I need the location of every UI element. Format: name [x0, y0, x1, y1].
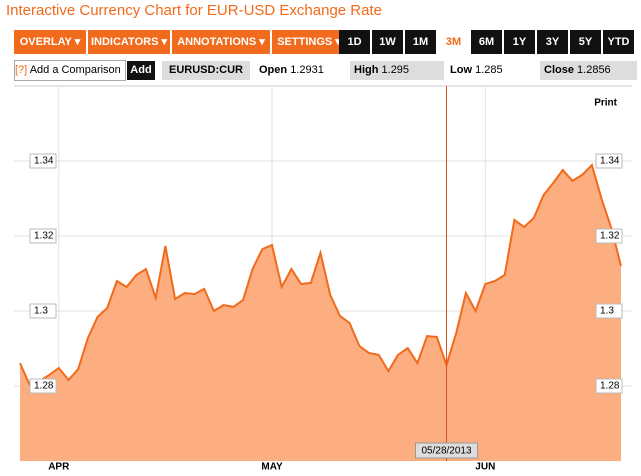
label: Low [450, 64, 472, 76]
range-button[interactable]: 1D [339, 30, 370, 54]
label: Open [259, 64, 288, 76]
range-button[interactable]: YTD [603, 30, 634, 54]
menu-button[interactable]: INDICATORS ▾ [88, 30, 170, 54]
x-tick-label: MAY [261, 462, 283, 473]
y-tick-box [29, 303, 57, 319]
high: High 1.295 [350, 61, 444, 80]
low: Low 1.285 [450, 61, 535, 80]
area [20, 165, 621, 461]
line [19, 163, 622, 387]
open: Open 1.2931 [259, 61, 344, 80]
y-tick-box [595, 153, 623, 169]
crosshair-box [415, 442, 479, 459]
y-tick-label: 1.34 [600, 156, 620, 167]
crosshair-label: 05/28/2013 [421, 446, 471, 457]
menu-button[interactable]: SETTINGS ▾ [272, 30, 346, 54]
value: 1.285 [475, 64, 503, 76]
help[interactable]: [?] [15, 64, 28, 76]
y-tick-box [595, 378, 623, 394]
y-tick-label: 1.28 [600, 381, 620, 392]
title: Interactive Currency Chart for EUR-USD E… [6, 2, 382, 19]
add-button[interactable]: Add [127, 61, 155, 80]
symbol: EURUSD:CUR [162, 61, 250, 80]
range-button[interactable]: 1Y [504, 30, 535, 54]
x-tick-label: JUN [475, 462, 495, 473]
y-tick-label: 1.3 [34, 306, 48, 317]
comparison-box[interactable]: [?] Add a Comparison [14, 60, 126, 81]
value: 1.2931 [290, 64, 324, 76]
x-tick-label: APR [48, 462, 70, 473]
label: High [354, 64, 379, 76]
menu-button[interactable]: OVERLAY ▾ [14, 30, 86, 54]
y-tick-box [29, 153, 57, 169]
value: 1.2856 [577, 64, 611, 76]
y-tick-label: 1.32 [600, 231, 620, 242]
range-button[interactable]: 1W [372, 30, 403, 54]
menu-button[interactable]: ANNOTATIONS ▾ [172, 30, 270, 54]
y-tick-label: 1.34 [34, 156, 54, 167]
range-button[interactable]: 1M [405, 30, 436, 54]
range-button[interactable]: 3M [438, 30, 469, 54]
y-tick-label: 1.32 [34, 231, 54, 242]
range-button[interactable]: 3Y [537, 30, 568, 54]
value: 1.295 [381, 64, 410, 76]
y-tick-box [29, 228, 57, 244]
range-button[interactable]: 6M [471, 30, 502, 54]
y-tick-box [595, 303, 623, 319]
print[interactable]: Print [594, 98, 617, 109]
label: Close [544, 64, 574, 76]
y-tick-box [595, 228, 623, 244]
comparison: Add a Comparison [29, 64, 121, 76]
close: Close 1.2856 [540, 61, 637, 80]
range-button[interactable]: 5Y [570, 30, 601, 54]
y-tick-box [29, 378, 57, 394]
y-tick-label: 1.28 [34, 381, 54, 392]
y-tick-label: 1.3 [600, 306, 614, 317]
